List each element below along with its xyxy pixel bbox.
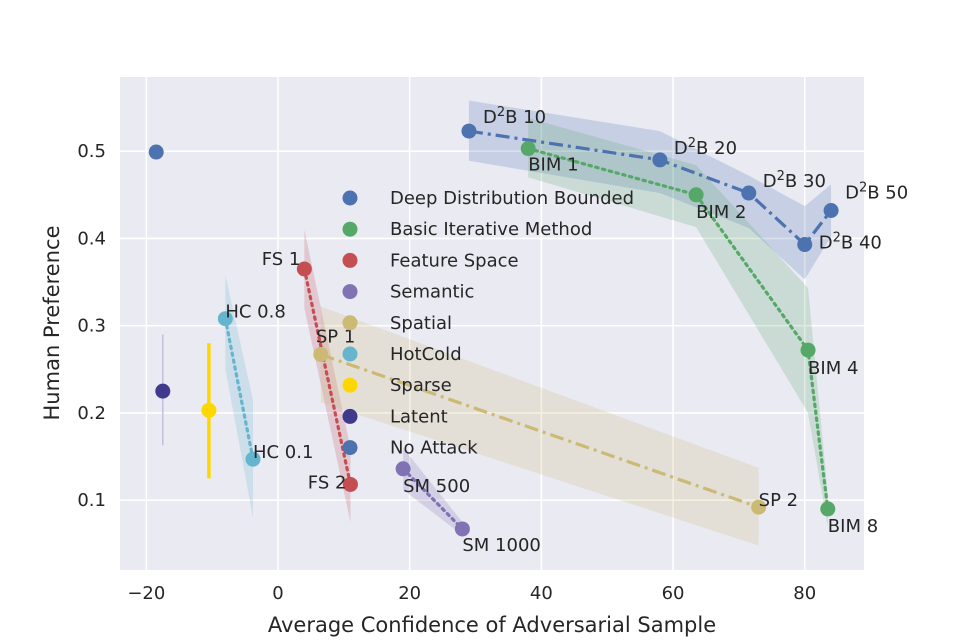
tick-labels: −20 0 20 40 60 80 0.1 0.2 0.3 0.4 0.5 [77, 141, 816, 604]
data-point [741, 185, 757, 201]
legend-marker [342, 377, 358, 393]
x-tick-label: −20 [127, 583, 165, 604]
data-point [148, 144, 164, 160]
legend-marker [342, 252, 358, 268]
confidence-band [320, 306, 759, 546]
data-point [820, 501, 836, 517]
legend-entry: HotCold [390, 344, 462, 365]
legend-entry: Feature Space [390, 250, 519, 271]
data-point [155, 383, 171, 399]
series-line [401, 467, 464, 531]
point-label: D2B 40 [819, 231, 882, 254]
data-point [217, 311, 233, 327]
legend-entry: No Attack [390, 438, 478, 459]
point-label: HC 0.1 [253, 442, 313, 463]
y-axis-label: Human Preference [40, 226, 64, 421]
x-tick-label: 40 [530, 583, 553, 604]
x-tick-label: 0 [272, 583, 283, 604]
point-label: D2B 20 [674, 136, 737, 159]
point-label: D2B 50 [845, 181, 908, 204]
point-labels: D2B 10 D2B 20 D2B 30 D2B 40 D2B 50 BIM 1 BIM 2… [225, 105, 908, 556]
x-axis-label: Average Confidence of Adversarial Sample [268, 613, 716, 637]
series-line [223, 317, 255, 461]
data-point [688, 187, 704, 203]
legend-marker [342, 408, 358, 424]
data-point [800, 342, 816, 358]
point-label: FS 1 [262, 249, 301, 270]
point-label: FS 2 [308, 472, 347, 493]
y-tick-label: 0.4 [77, 228, 106, 249]
point-label: BIM 1 [528, 155, 578, 176]
legend-entry: Semantic [390, 282, 474, 303]
legend-marker [342, 190, 358, 206]
series-line [320, 352, 760, 509]
y-tick-label: 0.5 [77, 141, 106, 162]
data-point [823, 203, 839, 219]
x-tick-label: 20 [398, 583, 421, 604]
point-label: BIM 8 [828, 516, 878, 537]
legend-marker [342, 440, 358, 456]
data-point [520, 141, 536, 157]
data-point [797, 237, 813, 253]
point-label: SP 1 [316, 326, 355, 347]
legend-marker [342, 315, 358, 331]
plot-background [120, 77, 864, 570]
y-tick-label: 0.2 [77, 403, 106, 424]
grid-lines [120, 77, 864, 570]
data-point [652, 152, 668, 168]
confidence-band [528, 118, 828, 527]
point-label: SM 1000 [462, 535, 541, 556]
data-point [245, 451, 261, 467]
point-label: SM 500 [403, 476, 470, 497]
point-label: BIM 2 [696, 202, 746, 223]
data-point [342, 476, 358, 492]
legend: Deep Distribution Bounded Basic Iterative… [342, 188, 634, 459]
point-label: HC 0.8 [225, 302, 285, 323]
legend-marker [342, 346, 358, 362]
data-point [461, 123, 477, 139]
legend-marker [342, 284, 358, 300]
point-label: D2B 10 [483, 105, 546, 128]
point-label: SP 2 [759, 490, 798, 511]
data-point [296, 261, 312, 277]
x-tick-label: 60 [662, 583, 685, 604]
y-tick-label: 0.1 [77, 490, 106, 511]
data-points [148, 123, 839, 537]
data-point [454, 521, 470, 537]
legend-entry: Basic Iterative Method [390, 219, 592, 240]
confidence-band [304, 229, 351, 523]
data-point [201, 402, 217, 418]
y-tick-label: 0.3 [77, 316, 106, 337]
legend-marker [342, 221, 358, 237]
legend-entry: Spatial [390, 313, 452, 334]
legend-entry: Deep Distribution Bounded [390, 188, 634, 209]
data-point [751, 499, 767, 515]
point-label: BIM 4 [808, 358, 858, 379]
legend-entry: Latent [390, 406, 448, 427]
x-tick-label: 80 [793, 583, 816, 604]
data-point [395, 461, 411, 477]
series-line [526, 146, 830, 511]
point-label: D2B 30 [763, 169, 826, 192]
legend-entry: Sparse [390, 375, 452, 396]
series-line [468, 129, 833, 247]
data-point [313, 346, 329, 362]
